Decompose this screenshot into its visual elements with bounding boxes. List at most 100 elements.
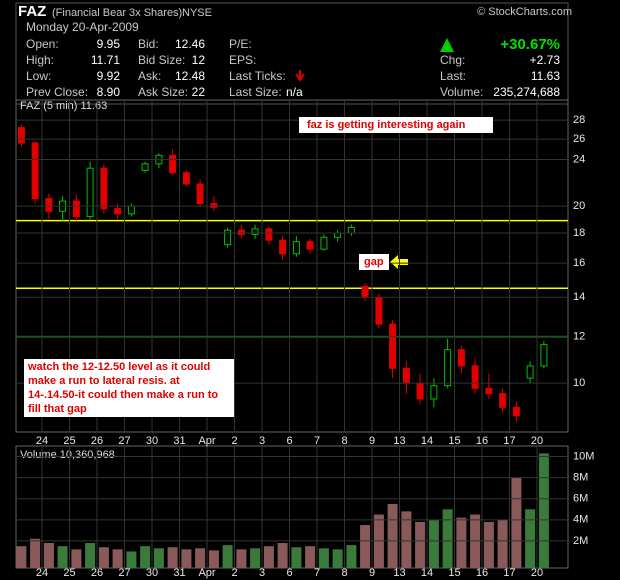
volume-bar <box>346 545 357 568</box>
x-tick-label: 25 <box>63 567 75 579</box>
field-label: Ask: <box>138 69 161 83</box>
field-label: Ask Size: <box>138 85 188 99</box>
y-tick-label: 16 <box>573 257 585 269</box>
candle-body <box>72 200 80 218</box>
price-legend: FAZ (5 min) 11.63 <box>20 100 107 112</box>
security-name: (Financial Bear 3x Shares) <box>52 7 182 19</box>
annotation-box <box>359 254 389 270</box>
volume-bar <box>415 521 426 568</box>
x-tick-label: 30 <box>146 435 158 447</box>
y-tick-label: 28 <box>573 114 585 126</box>
candle-body <box>334 232 342 238</box>
annotation-box <box>299 117 493 133</box>
x-tick-label: 24 <box>36 435 48 447</box>
symbol: FAZ <box>18 3 46 20</box>
candle-body <box>196 183 204 205</box>
candle-body <box>127 205 135 215</box>
x-tick-label: 16 <box>476 435 488 447</box>
volume-bar <box>538 453 549 568</box>
field-value: 22 <box>192 85 206 99</box>
volume-bar <box>483 521 494 568</box>
annotation-text: faz is getting interesting again <box>307 119 466 131</box>
candle-body <box>169 154 177 174</box>
field-label: Bid: <box>138 37 159 51</box>
candle-body <box>114 208 122 215</box>
candle-body <box>224 229 232 246</box>
x-tick-label: 16 <box>476 567 488 579</box>
x-tick-label: 15 <box>448 435 460 447</box>
candle-body <box>540 344 548 367</box>
volume-bar <box>525 509 536 568</box>
candle-body <box>45 198 53 212</box>
annotation-text: gap <box>364 256 384 268</box>
x-tick-label: 27 <box>118 567 130 579</box>
field-label: Bid Size: <box>138 53 185 67</box>
x-tick-label: 3 <box>259 567 265 579</box>
volume-bar <box>30 538 41 568</box>
y-tick-label: 20 <box>573 200 585 212</box>
x-tick-label: 13 <box>393 567 405 579</box>
field-label: Chg: <box>440 53 465 67</box>
x-tick-label: 14 <box>421 567 433 579</box>
field-value: 12 <box>192 53 206 67</box>
candle-body <box>444 349 452 387</box>
volume-bar <box>277 543 288 568</box>
x-tick-label: 20 <box>531 435 543 447</box>
field-label: Open: <box>26 37 59 51</box>
candle-body <box>512 406 520 417</box>
up-icon <box>440 38 454 52</box>
price-frame <box>15 99 569 433</box>
candle-body <box>237 229 245 235</box>
header-frame <box>15 2 569 105</box>
volume-bar <box>71 549 82 568</box>
volume-bar <box>181 549 192 568</box>
candle-body <box>292 241 300 255</box>
volume-plot <box>16 453 549 568</box>
candle-body <box>361 286 369 298</box>
volume-bar <box>236 549 247 568</box>
field-label: High: <box>26 53 54 67</box>
x-tick-label: 2 <box>231 435 237 447</box>
candle-body <box>210 203 218 208</box>
exchange: NYSE <box>182 7 212 19</box>
volume-bar <box>126 551 137 568</box>
x-tick-label: Apr <box>198 567 215 579</box>
y-tick-label: 2M <box>573 535 588 547</box>
candle-body <box>182 172 190 185</box>
volume-bar <box>43 543 54 568</box>
field-value: 9.95 <box>97 37 121 51</box>
candle-body <box>306 241 314 250</box>
x-tick-label: 31 <box>173 435 185 447</box>
volume-bar <box>16 546 27 568</box>
x-tick-label: 27 <box>118 435 130 447</box>
volume-bar <box>208 550 219 568</box>
x-tick-label: 31 <box>173 567 185 579</box>
volume-bar <box>332 549 343 568</box>
x-tick-label: 8 <box>341 435 347 447</box>
field-label: Last Size: <box>229 85 282 99</box>
x-tick-label: 3 <box>259 435 265 447</box>
field-value: 235,274,688 <box>493 85 560 99</box>
volume-bar <box>401 511 412 568</box>
y-tick-label: 8M <box>573 472 588 484</box>
annotation-text: 14-.14.50-it could then make a run to <box>28 389 218 401</box>
x-tick-label: 17 <box>503 435 515 447</box>
x-tick-label: 6 <box>286 435 292 447</box>
field-value: 11.71 <box>91 53 120 67</box>
y-tick-label: 10 <box>573 377 585 389</box>
field-value: 9.92 <box>97 69 121 83</box>
field-label: Low: <box>26 69 51 83</box>
field-label: EPS: <box>229 53 256 67</box>
volume-bar <box>250 548 261 568</box>
candle-body <box>100 167 108 210</box>
y-tick-label: 26 <box>573 133 585 145</box>
volume-bar <box>387 504 398 568</box>
candle-body <box>457 349 465 367</box>
volume-bar <box>318 548 329 568</box>
candle-body <box>347 226 355 234</box>
candle-body <box>389 323 397 369</box>
x-tick-label: 8 <box>341 567 347 579</box>
y-tick-label: 6M <box>573 493 588 505</box>
volume-bar <box>497 519 508 568</box>
volume-bar <box>222 545 233 568</box>
